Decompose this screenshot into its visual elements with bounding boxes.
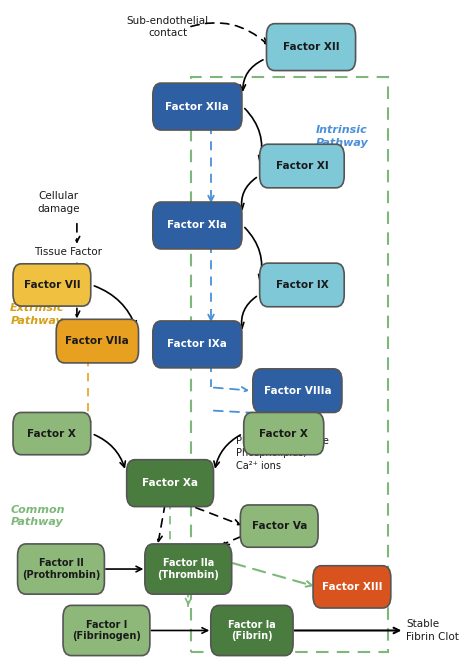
Text: Factor IX: Factor IX (275, 280, 328, 290)
FancyBboxPatch shape (313, 566, 391, 608)
FancyBboxPatch shape (18, 544, 104, 594)
FancyBboxPatch shape (240, 505, 318, 547)
FancyBboxPatch shape (153, 83, 242, 130)
Text: Factor VIIIa: Factor VIIIa (264, 385, 331, 395)
Text: Factor IIa
(Thrombin): Factor IIa (Thrombin) (157, 558, 219, 580)
Text: Factor X: Factor X (27, 429, 76, 439)
Text: Common
Pathway: Common Pathway (10, 505, 64, 527)
FancyBboxPatch shape (127, 460, 213, 506)
Text: Extrinsic
Pathway: Extrinsic Pathway (10, 304, 64, 326)
Text: Stable
Fibrin Clot: Stable Fibrin Clot (407, 619, 459, 642)
Text: Platelet Membrane
Phospholipids;
Ca²⁺ ions: Platelet Membrane Phospholipids; Ca²⁺ io… (236, 436, 329, 471)
FancyBboxPatch shape (266, 23, 356, 70)
FancyBboxPatch shape (260, 145, 344, 188)
Text: Factor XII: Factor XII (283, 42, 339, 52)
Text: Factor XI: Factor XI (275, 161, 328, 171)
Text: Factor XIIa: Factor XIIa (165, 102, 229, 112)
Text: Factor IXa: Factor IXa (167, 339, 228, 349)
Text: Factor II
(Prothrombin): Factor II (Prothrombin) (22, 558, 100, 580)
FancyBboxPatch shape (13, 264, 91, 306)
FancyBboxPatch shape (145, 544, 232, 594)
Text: Factor Xa: Factor Xa (142, 478, 198, 488)
Text: Factor Ia
(Fibrin): Factor Ia (Fibrin) (228, 619, 276, 642)
FancyBboxPatch shape (56, 319, 138, 363)
FancyBboxPatch shape (63, 605, 150, 656)
FancyBboxPatch shape (244, 413, 324, 455)
Text: Factor I
(Fibrinogen): Factor I (Fibrinogen) (72, 619, 141, 642)
FancyBboxPatch shape (153, 321, 242, 368)
Text: Factor Va: Factor Va (252, 521, 307, 531)
FancyBboxPatch shape (260, 263, 344, 307)
FancyBboxPatch shape (211, 605, 293, 656)
FancyBboxPatch shape (153, 202, 242, 249)
Text: Factor X: Factor X (259, 429, 308, 439)
FancyBboxPatch shape (13, 413, 91, 455)
Text: Factor VII: Factor VII (24, 280, 80, 290)
Text: Factor XIa: Factor XIa (167, 221, 228, 231)
Text: Factor XIII: Factor XIII (322, 582, 382, 592)
Text: Factor VIIa: Factor VIIa (65, 336, 129, 346)
Text: Intrinsic
Pathway: Intrinsic Pathway (316, 125, 368, 147)
Text: Tissue Factor: Tissue Factor (34, 247, 102, 257)
FancyBboxPatch shape (253, 369, 342, 413)
Text: Cellular
damage: Cellular damage (37, 191, 80, 213)
Text: Sub-endothelial
contact: Sub-endothelial contact (127, 16, 209, 39)
